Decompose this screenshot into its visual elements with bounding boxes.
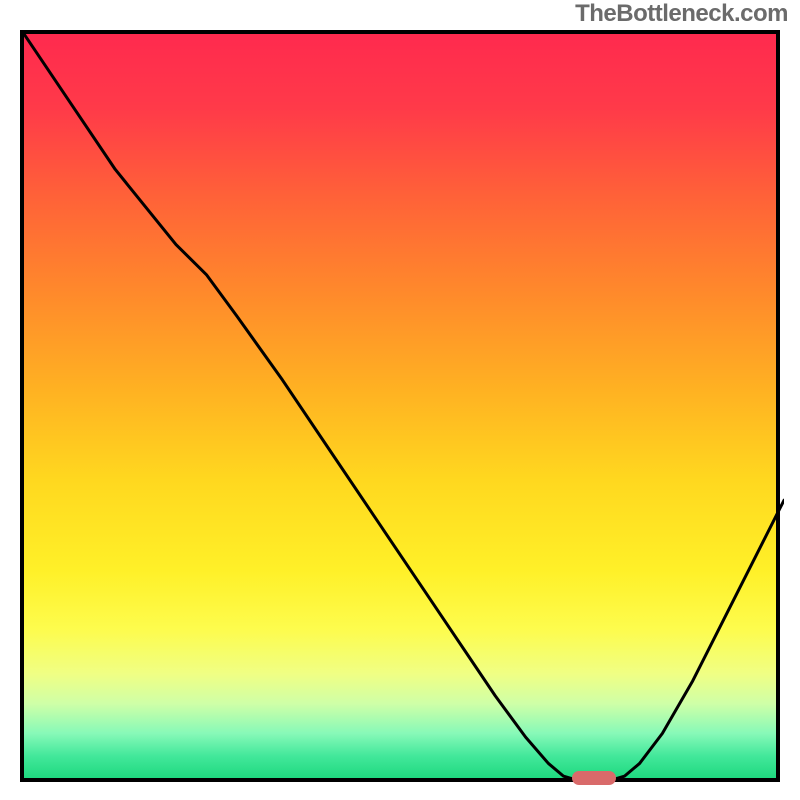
chart-frame: TheBottleneck.com: [0, 0, 800, 800]
bottleneck-curve: [24, 34, 784, 786]
plot-area: [20, 30, 780, 782]
curve-path: [24, 34, 784, 781]
optimum-marker: [572, 771, 616, 785]
watermark-text: TheBottleneck.com: [575, 0, 788, 28]
